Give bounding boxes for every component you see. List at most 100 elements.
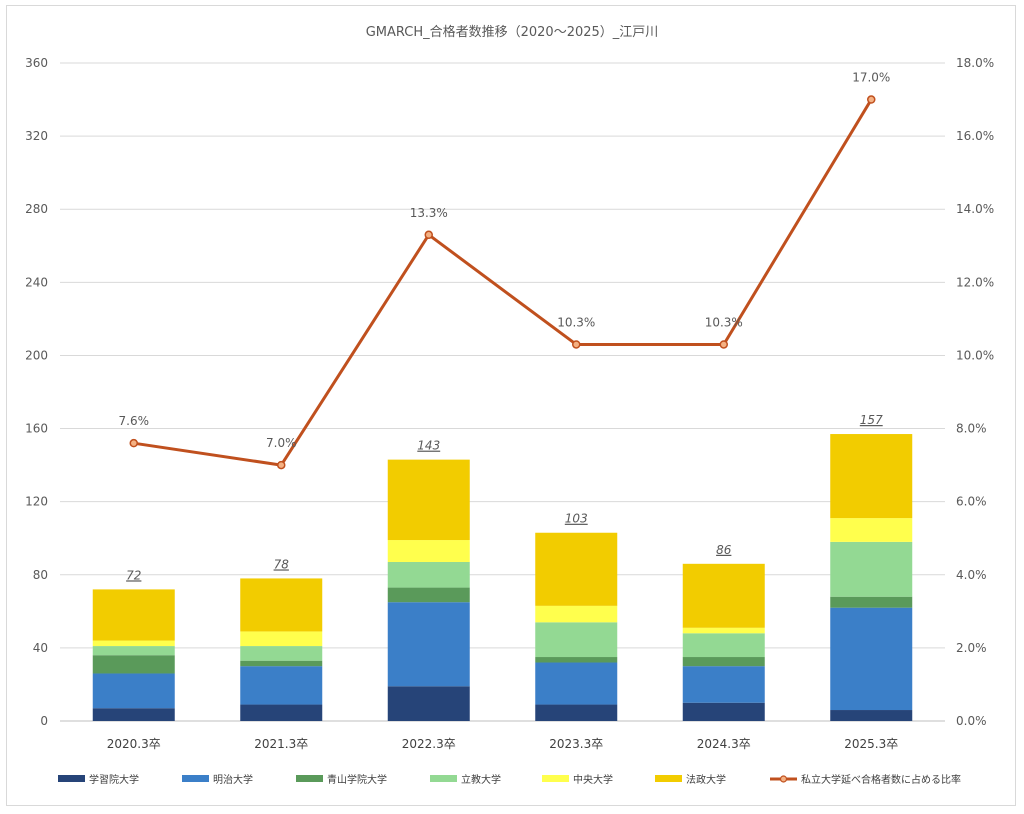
- right-tick-label: 18.0%: [956, 56, 994, 70]
- bar-segment: [535, 662, 618, 705]
- bar-segment: [240, 646, 323, 661]
- right-tick-label: 14.0%: [956, 202, 994, 216]
- bar-segment: [682, 666, 765, 703]
- total-label: 143: [417, 439, 440, 453]
- legend-swatch: [58, 775, 85, 782]
- legend-swatch: [430, 775, 457, 782]
- bar-segment: [682, 633, 765, 658]
- right-tick-label: 12.0%: [956, 275, 994, 289]
- bar-segment: [682, 627, 765, 634]
- left-tick-label: 320: [25, 129, 48, 143]
- bar-segment: [535, 704, 618, 721]
- legend-label: 私立大学延べ合格者数に占める比率: [801, 773, 961, 786]
- bar-segment: [240, 666, 323, 705]
- bar-segment: [682, 657, 765, 667]
- total-label: 157: [860, 413, 883, 427]
- ratio-point: [572, 340, 581, 349]
- bar-segment: [387, 602, 470, 687]
- bar-segment: [92, 673, 175, 709]
- legend-label: 法政大学: [686, 773, 726, 786]
- ratio-point: [424, 230, 433, 240]
- ratio-point: [129, 438, 138, 448]
- bar-segment: [387, 561, 470, 588]
- bar-segment: [387, 459, 470, 541]
- left-tick-label: 240: [25, 275, 48, 289]
- bar-segment: [240, 660, 323, 667]
- bar-segment: [92, 640, 175, 647]
- category-label: 2020.3卒: [107, 737, 161, 751]
- bar-segment: [830, 710, 913, 721]
- bar-segment: [830, 518, 913, 542]
- legend-label: 青山学院大学: [327, 773, 387, 786]
- category-label: 2023.3卒: [549, 737, 603, 751]
- grid: [60, 62, 945, 722]
- bar-segment: [92, 655, 175, 674]
- legend-swatch: [296, 775, 323, 782]
- ratio-label: 10.3%: [557, 315, 595, 329]
- legend-label: 学習院大学: [89, 773, 139, 786]
- bar-segment: [830, 596, 913, 608]
- left-tick-label: 360: [25, 56, 48, 70]
- bar-segment: [387, 540, 470, 562]
- legend-label: 明治大学: [213, 773, 253, 786]
- ratio-label: 10.3%: [705, 315, 743, 329]
- ratio-line-path: [133, 98, 873, 467]
- left-tick-label: 80: [33, 568, 48, 582]
- category-label: 2021.3卒: [254, 737, 308, 751]
- right-tick-label: 16.0%: [956, 129, 994, 143]
- ratio-label: 7.0%: [266, 436, 297, 450]
- legend-label: 立教大学: [461, 773, 501, 786]
- bar-segment: [240, 578, 323, 632]
- bar-segment: [387, 686, 470, 721]
- ratio-line: 7.6% 7.0% 13.3% 10.3% 10.3% 17.0%: [119, 71, 890, 470]
- left-tick-label: 200: [25, 348, 48, 362]
- total-label: 103: [565, 512, 588, 526]
- left-tick-label: 280: [25, 202, 48, 216]
- category-label: 2024.3卒: [697, 737, 751, 751]
- ratio-point: [719, 340, 728, 349]
- bar-segment: [682, 563, 765, 628]
- ratio-point: [277, 460, 286, 470]
- total-label: 72: [126, 568, 141, 582]
- bar-segment: [682, 702, 765, 721]
- legend-marker: [779, 775, 788, 783]
- ratio-point: [867, 95, 876, 104]
- bar-segment: [92, 646, 175, 656]
- bars: [92, 434, 913, 721]
- ratio-label: 13.3%: [410, 206, 448, 220]
- right-tick-label: 4.0%: [956, 568, 987, 582]
- right-tick-label: 10.0%: [956, 348, 994, 362]
- total-label: 86: [716, 543, 732, 557]
- bar-segment: [535, 605, 618, 623]
- left-tick-label: 160: [25, 422, 48, 436]
- bar-segment: [240, 704, 323, 721]
- right-tick-label: 0.0%: [956, 714, 987, 728]
- right-tick-label: 8.0%: [956, 422, 987, 436]
- bar-segment: [387, 587, 470, 603]
- total-labels: 72 78 143 103 86 157: [126, 413, 883, 582]
- total-label: 78: [274, 557, 290, 571]
- left-tick-label: 120: [25, 495, 48, 509]
- legend-swatch: [655, 775, 682, 782]
- left-tick-label: 0: [40, 714, 48, 728]
- category-label: 2022.3卒: [402, 737, 456, 751]
- bar-segment: [830, 607, 913, 711]
- bar-segment: [830, 541, 913, 597]
- ratio-label: 7.6%: [119, 414, 150, 428]
- legend-label: 中央大学: [573, 773, 613, 786]
- ratio-label: 17.0%: [852, 71, 890, 85]
- bar-segment: [535, 532, 618, 606]
- bar-segment: [92, 708, 175, 721]
- chart-title: GMARCH_合格者数推移（2020～2025）_江戸川: [366, 24, 659, 40]
- legend: 学習院大学 明治大学 青山学院大学 立教大学 中央大学 法政大学 私立大学延べ合格者数に占め…: [58, 773, 961, 786]
- right-axis-ticks: 0.0% 2.0% 4.0% 6.0% 8.0% 10.0% 12.0% 14.0% 16.0%…: [956, 56, 994, 728]
- bar-segment: [535, 622, 618, 658]
- left-tick-label: 40: [33, 641, 48, 655]
- category-labels: 2020.3卒 2021.3卒 2022.3卒 2023.3卒 2024.3卒 2025.…: [107, 737, 899, 751]
- bar-segment: [92, 589, 175, 641]
- bar-segment: [240, 631, 323, 647]
- category-label: 2025.3卒: [844, 737, 898, 751]
- legend-swatch: [542, 775, 569, 782]
- left-axis-ticks: 0 40 80 120 160 200 240 280 320 360: [25, 56, 48, 728]
